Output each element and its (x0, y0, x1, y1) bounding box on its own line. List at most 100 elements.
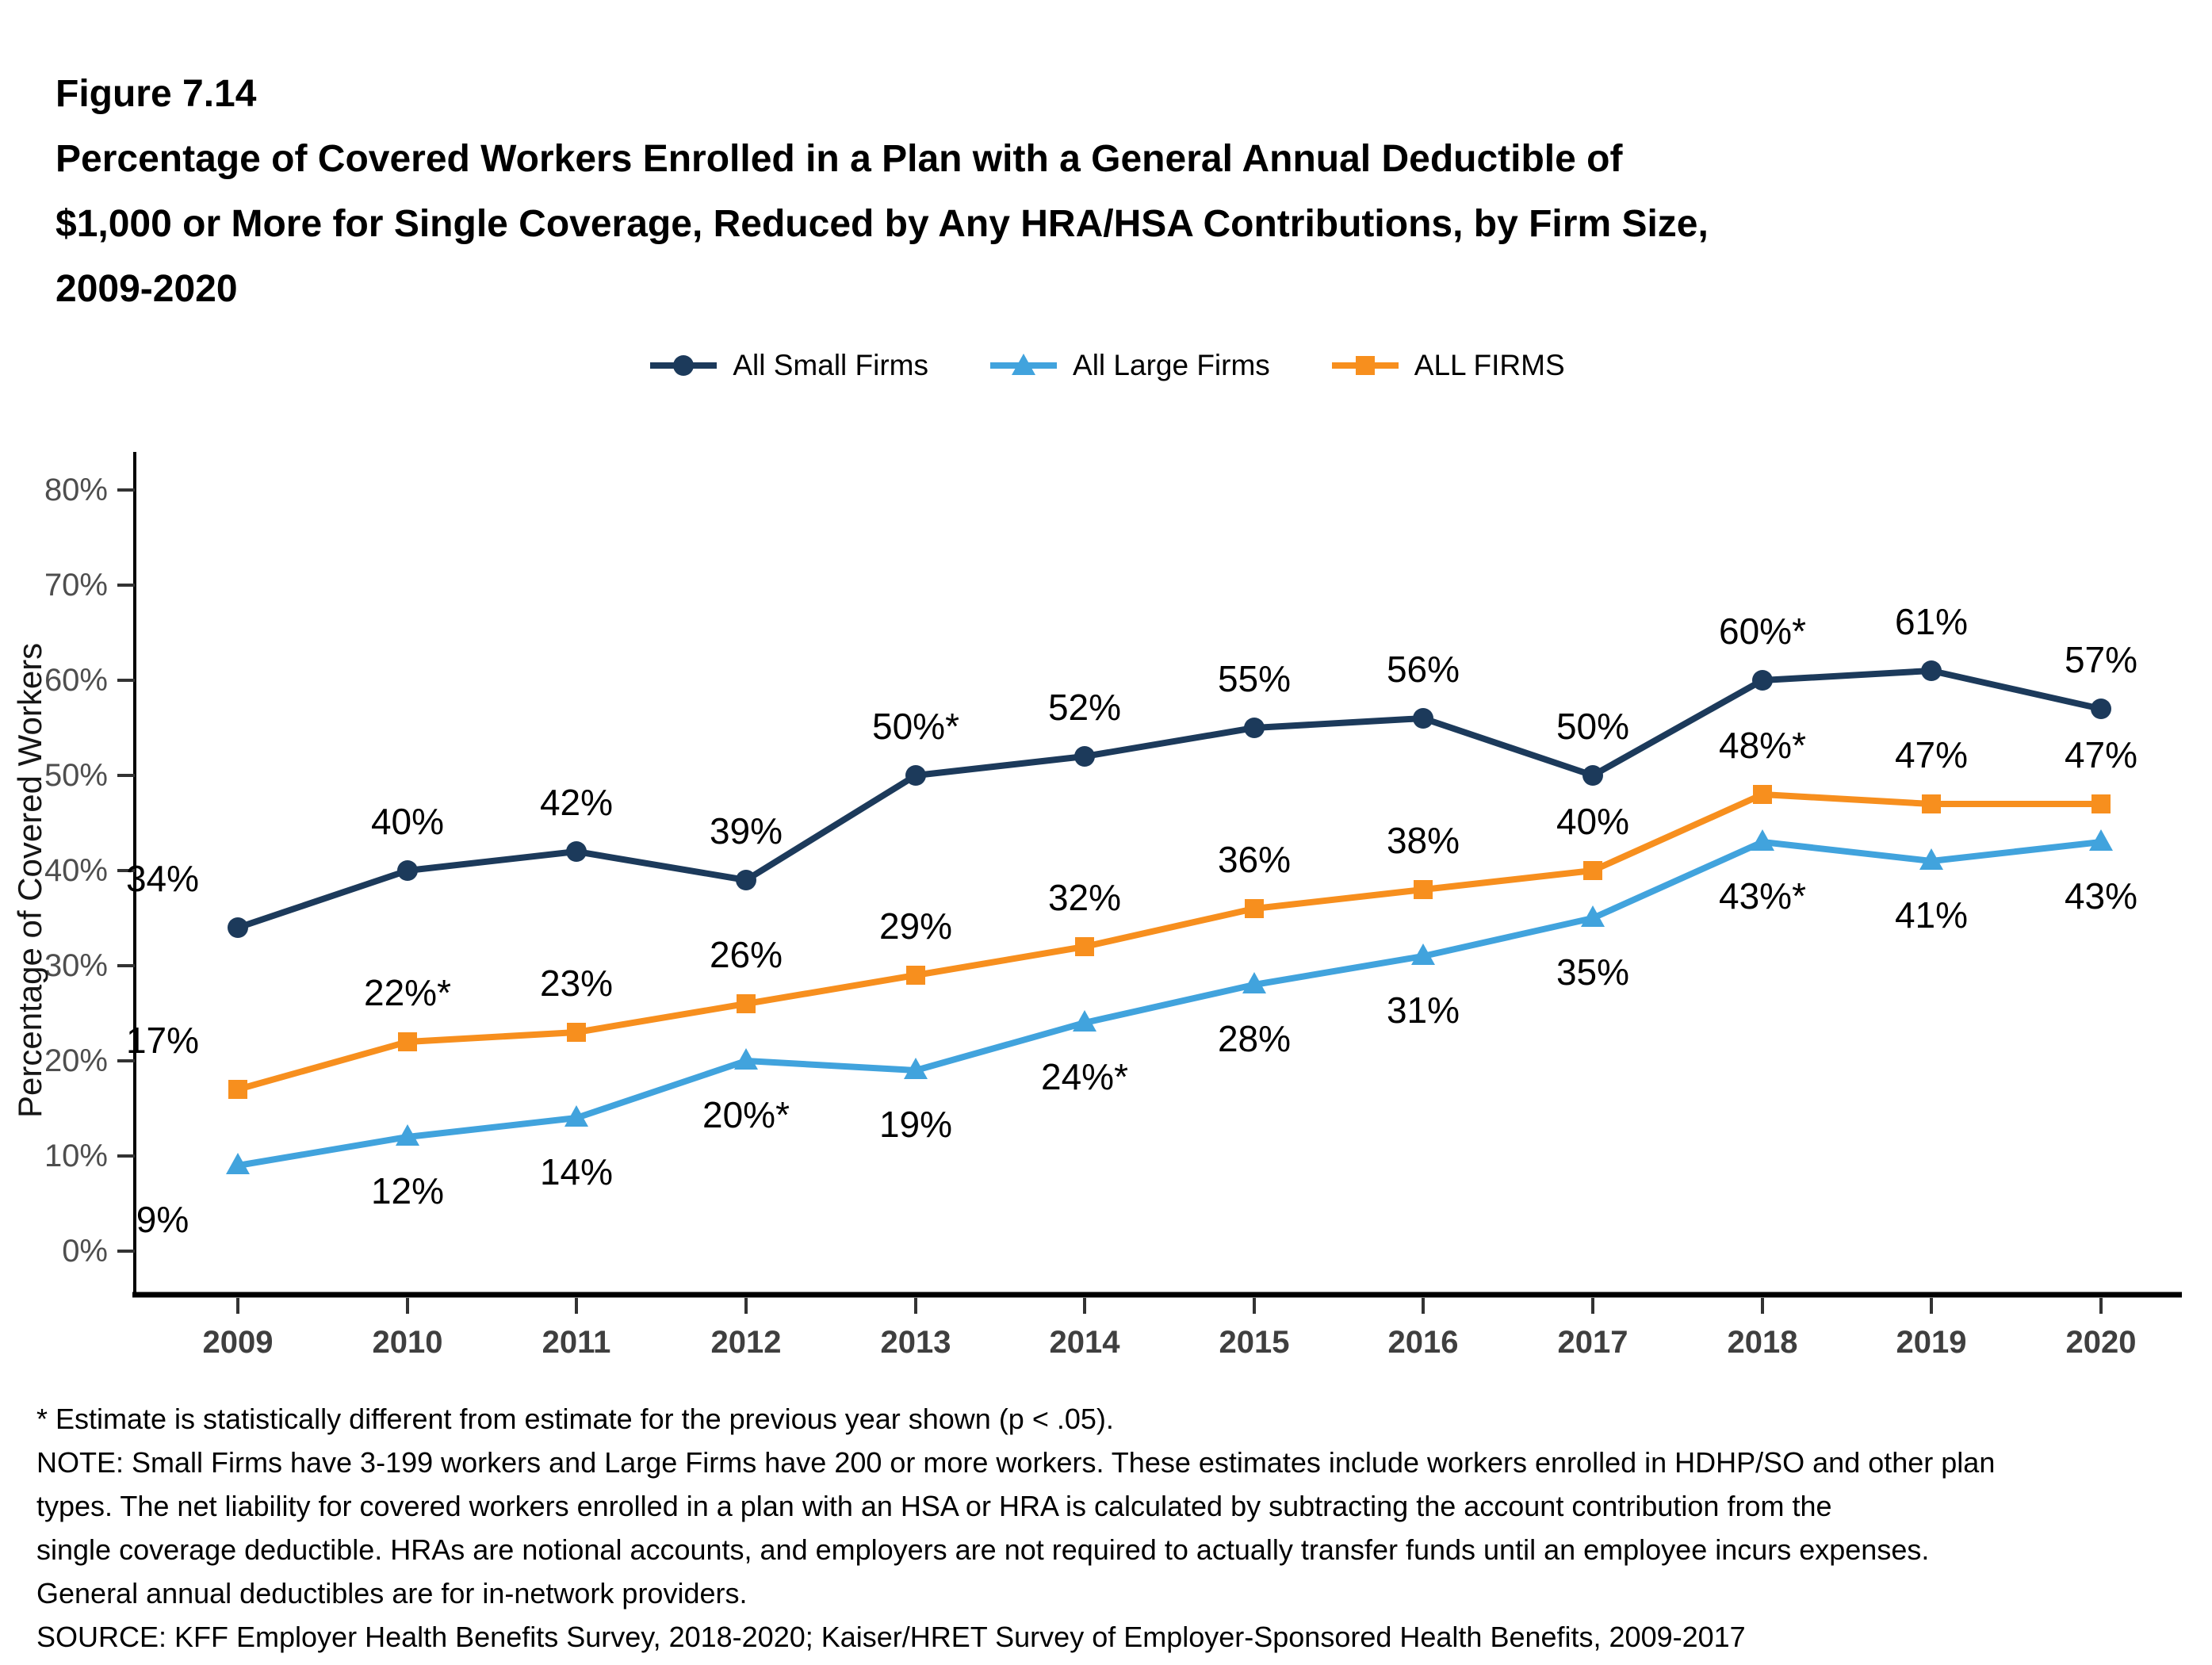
x-tick-label: 2009 (203, 1325, 274, 1360)
legend-label: All Large Firms (1073, 349, 1270, 381)
x-tick-label: 2012 (711, 1325, 782, 1360)
data-point-marker (2091, 699, 2111, 719)
data-point-label: 23% (540, 963, 613, 1004)
footnote-note-2: types. The net liability for covered wor… (36, 1490, 1832, 1522)
data-point-label: 43% (2065, 875, 2137, 917)
data-point-marker (397, 860, 418, 881)
data-point-marker (228, 1080, 247, 1099)
x-tick-label: 2019 (1896, 1325, 1967, 1360)
data-point-marker (904, 1058, 928, 1079)
data-point-label: 39% (710, 810, 783, 852)
series-line (235, 791, 2104, 1093)
data-point-label: 19% (879, 1104, 952, 1145)
series-all-small-firms: 34% 40% 42% 39% 50%* 52% 55% 56% 50% 60%* 61% 57% (126, 601, 2137, 938)
footnote-note-3: single coverage deductible. HRAs are not… (36, 1533, 1930, 1566)
data-point-label: 28% (1218, 1018, 1291, 1059)
data-point-label: 32% (1048, 877, 1121, 918)
triangle-marker-icon (990, 354, 1058, 375)
footnotes: * Estimate is statistically different fr… (36, 1397, 1995, 1659)
data-point-marker (1244, 718, 1265, 738)
data-point-marker (567, 1023, 586, 1042)
chart-legend: All Small Firms All Large Firms ALL FIRM… (0, 349, 2212, 382)
data-point-marker (1752, 670, 1773, 691)
data-point-label: 56% (1387, 649, 1460, 690)
data-point-label: 47% (2065, 734, 2137, 775)
data-point-label: 34% (126, 858, 199, 899)
legend-label: All Small Firms (733, 349, 929, 381)
figure-header: Figure 7.14 Percentage of Covered Worker… (55, 62, 1709, 322)
data-point-label: 50% (1556, 706, 1629, 747)
data-point-marker (1242, 972, 1266, 993)
y-tick-label: 70% (44, 568, 108, 603)
data-point-label: 12% (371, 1170, 444, 1211)
data-point-marker (2091, 794, 2111, 813)
x-tick-label: 2011 (542, 1325, 611, 1360)
data-point-marker (1245, 899, 1264, 918)
data-point-marker (1583, 861, 1602, 880)
x-axis: 2009 2010 2011 2012 2013 2014 2015 2016 2017 2018… (132, 1292, 2182, 1360)
data-point-label: 48%* (1719, 725, 1806, 766)
data-point-marker (1581, 905, 1605, 927)
data-point-marker (1075, 937, 1094, 956)
data-point-marker (1414, 880, 1433, 899)
x-tick-label: 2018 (1728, 1325, 1798, 1360)
y-tick-label: 80% (44, 473, 108, 507)
data-point-label: 41% (1895, 894, 1968, 936)
data-point-marker (398, 1032, 417, 1051)
legend-item-all-firms: ALL FIRMS (1329, 349, 1565, 382)
y-tick-label: 50% (44, 758, 108, 793)
data-point-label: 26% (710, 934, 783, 975)
data-point-label: 60%* (1719, 610, 1806, 652)
data-point-marker (1921, 660, 1942, 681)
y-tick-label: 30% (44, 948, 108, 983)
data-point-marker (228, 917, 248, 938)
data-point-label: 20%* (702, 1094, 790, 1135)
page-title-line-1: Percentage of Covered Workers Enrolled i… (55, 138, 1623, 180)
data-point-marker (1751, 829, 1774, 851)
data-point-label: 36% (1218, 839, 1291, 880)
data-point-label: 61% (1895, 601, 1968, 642)
data-point-label: 42% (540, 782, 613, 823)
data-point-label: 43%* (1719, 875, 1806, 917)
legend-item-all-small-firms: All Small Firms (647, 349, 928, 382)
data-point-marker (226, 1153, 250, 1174)
data-point-marker (1919, 848, 1943, 870)
x-tick-label: 2010 (373, 1325, 443, 1360)
data-point-label: 9% (136, 1199, 189, 1240)
series-all-large-firms: 9% 12% 14% 20%* 19% 24%* 28% 31% 35% 43%* 41% 43% (136, 829, 2137, 1240)
data-point-label: 50%* (872, 706, 959, 747)
data-point-marker (1753, 785, 1772, 804)
data-point-marker (736, 870, 756, 890)
series-line (235, 668, 2104, 931)
page-title-line-2: $1,000 or More for Single Coverage, Redu… (55, 203, 1709, 245)
legend-item-all-large-firms: All Large Firms (987, 349, 1270, 382)
y-tick-label: 20% (44, 1043, 108, 1078)
data-point-label: 22%* (364, 972, 451, 1013)
data-point-marker (2089, 829, 2113, 851)
data-point-label: 57% (2065, 639, 2137, 680)
y-axis: 0% 10% 20% 30% 40% 50% 60% 70% 80% (44, 452, 136, 1295)
circle-marker-icon (650, 355, 718, 376)
data-point-label: 55% (1218, 658, 1291, 699)
x-tick-label: 2015 (1219, 1325, 1290, 1360)
footnote-note-1: NOTE: Small Firms have 3-199 workers and… (36, 1446, 1996, 1479)
data-point-label: 31% (1387, 989, 1460, 1031)
data-point-marker (1413, 708, 1433, 729)
data-point-label: 17% (126, 1020, 199, 1061)
y-tick-label: 0% (62, 1234, 108, 1269)
data-point-marker (737, 994, 756, 1013)
page-title-line-3: 2009-2020 (55, 268, 238, 310)
data-point-marker (396, 1124, 419, 1146)
data-point-label: 24%* (1041, 1056, 1128, 1097)
data-point-label: 38% (1387, 820, 1460, 861)
data-point-marker (1582, 765, 1603, 786)
data-point-marker (564, 1105, 588, 1127)
data-point-label: 52% (1048, 687, 1121, 728)
data-point-label: 40% (1556, 801, 1629, 842)
footnote-asterisk: * Estimate is statistically different fr… (36, 1403, 1114, 1435)
data-point-marker (734, 1048, 758, 1070)
figure-number: Figure 7.14 (55, 73, 257, 115)
y-tick-label: 60% (44, 663, 108, 698)
footnote-note-4: General annual deductibles are for in-ne… (36, 1577, 748, 1610)
